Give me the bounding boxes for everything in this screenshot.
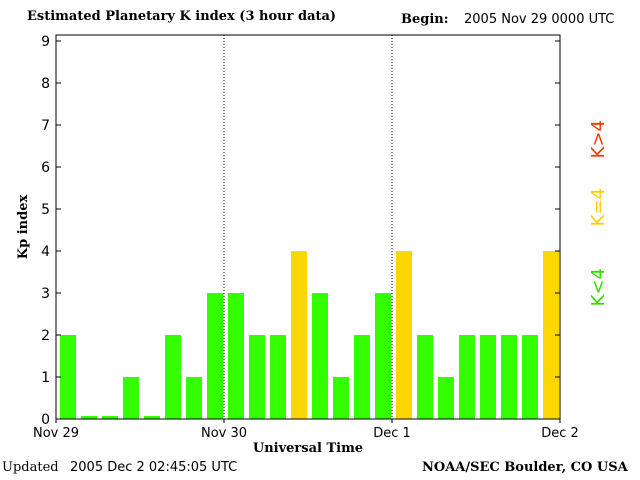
kp-bar xyxy=(81,416,97,419)
legend: K>4 K=4 K<4 xyxy=(588,120,618,320)
kp-bar xyxy=(249,335,265,419)
chart-title: Estimated Planetary K index (3 hour data… xyxy=(27,9,337,24)
y-tick-label: 7 xyxy=(41,118,50,134)
credit-text: NOAA/SEC Boulder, CO USA xyxy=(422,460,628,475)
plot-frame xyxy=(55,34,561,420)
kp-bar xyxy=(207,293,223,419)
y-tick-label: 8 xyxy=(41,76,50,92)
kp-bar xyxy=(60,335,76,419)
kp-bar xyxy=(144,416,160,419)
legend-k-below-4: K<4 xyxy=(588,268,609,307)
bars-group xyxy=(60,251,559,419)
y-axis-label: Kp index xyxy=(16,195,31,260)
kp-bar xyxy=(291,251,307,419)
kp-bar xyxy=(375,293,391,419)
kp-bar xyxy=(228,293,244,419)
kp-bar xyxy=(438,377,454,419)
x-ticks-group: Nov 29 Nov 30 Dec 1 Dec 2 xyxy=(33,35,579,441)
y-tick-label: 9 xyxy=(41,34,50,50)
begin-label: Begin: xyxy=(401,12,449,27)
updated-value: 2005 Dec 2 02:45:05 UTC xyxy=(70,460,238,475)
kp-bar xyxy=(186,377,202,419)
y-tick-label: 4 xyxy=(41,244,50,260)
y-tick-label: 6 xyxy=(41,160,50,176)
x-tick-label: Dec 2 xyxy=(541,426,579,441)
kp-bar xyxy=(123,377,139,419)
begin-value: 2005 Nov 29 0000 UTC xyxy=(464,12,615,27)
x-axis-label: Universal Time xyxy=(253,441,363,456)
x-tick-label: Dec 1 xyxy=(373,426,411,441)
kp-bar xyxy=(102,416,118,419)
y-tick-label: 1 xyxy=(41,370,50,386)
legend-k-equal-4: K=4 xyxy=(588,188,609,227)
kp-bar xyxy=(165,335,181,419)
y-ticks-group: 0 1 2 3 4 5 6 7 8 9 xyxy=(41,34,560,428)
y-tick-label: 2 xyxy=(41,328,50,344)
updated-label: Updated xyxy=(2,460,59,475)
kp-bar xyxy=(459,335,475,419)
kp-bar xyxy=(417,335,433,419)
kp-bar xyxy=(270,335,286,419)
kp-bar xyxy=(501,335,517,419)
y-tick-label: 5 xyxy=(41,202,50,218)
kp-bar xyxy=(480,335,496,419)
x-tick-label: Nov 30 xyxy=(201,426,247,441)
y-tick-label: 3 xyxy=(41,286,50,302)
kp-bar xyxy=(522,335,538,419)
x-tick-label: Nov 29 xyxy=(33,426,79,441)
kp-bar xyxy=(333,377,349,419)
kp-bar xyxy=(312,293,328,419)
y-tick-label: 0 xyxy=(41,412,50,428)
legend-k-above-4: K>4 xyxy=(588,120,609,159)
kp-bar xyxy=(354,335,370,419)
kp-bar xyxy=(396,251,412,419)
